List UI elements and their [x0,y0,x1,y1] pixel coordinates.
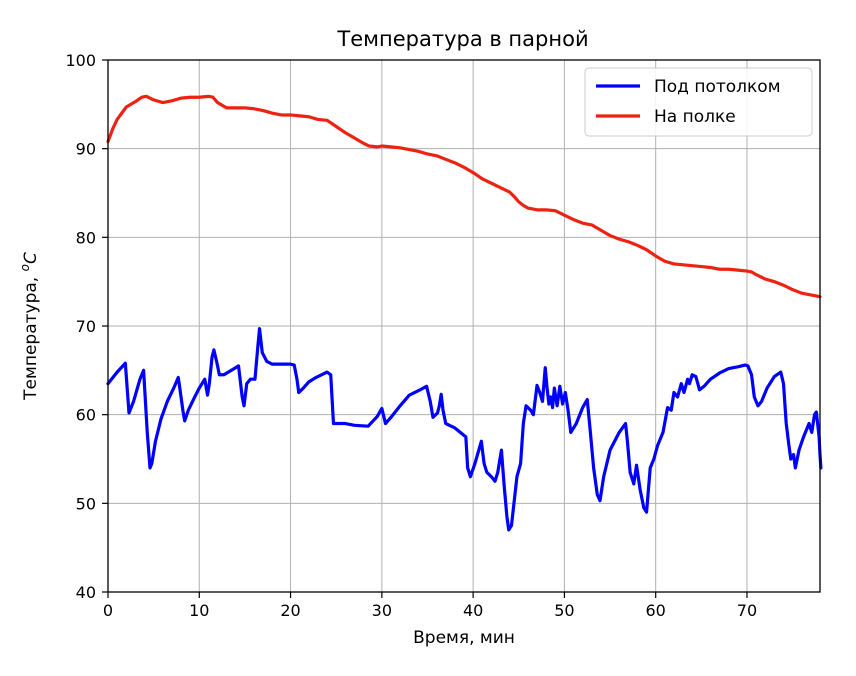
series-line-0 [106,327,823,532]
y-tick-label: 100 [65,51,96,70]
y-axis-label-sup: o [18,264,32,271]
x-tick-label: 30 [372,601,392,620]
y-tick-label: 60 [76,406,96,425]
x-tick-label: 50 [554,601,574,620]
y-tick-label: 90 [76,140,96,159]
x-axis-label: Время, мин [413,628,515,648]
series-line-1 [106,94,822,299]
y-tick-label: 50 [76,494,96,513]
legend-label-on-shelf: На полке [654,107,736,127]
chart-title: Температура в парной [336,27,588,51]
y-tick-label: 80 [76,228,96,247]
axis-ticks: 0 10 20 30 40 50 60 70 40 50 60 70 80 90 100 [65,51,757,620]
x-tick-label: 70 [737,601,757,620]
x-tick-label: 20 [280,601,300,620]
y-tick-label: 40 [76,583,96,602]
legend: Под потолком На полке [584,67,813,137]
x-tick-label: 60 [646,601,666,620]
series-lines [106,94,823,532]
y-axis-label-text: Температура, [21,271,41,400]
legend-box [584,67,813,137]
x-tick-label: 0 [103,601,113,620]
x-tick-label: 40 [463,601,483,620]
y-tick-label: 70 [76,317,96,336]
y-axis-label-unit: C [21,252,41,264]
y-axis-label: Температура, oC [18,252,41,401]
legend-label-under-ceiling: Под потолком [654,77,781,97]
x-tick-label: 10 [189,601,209,620]
